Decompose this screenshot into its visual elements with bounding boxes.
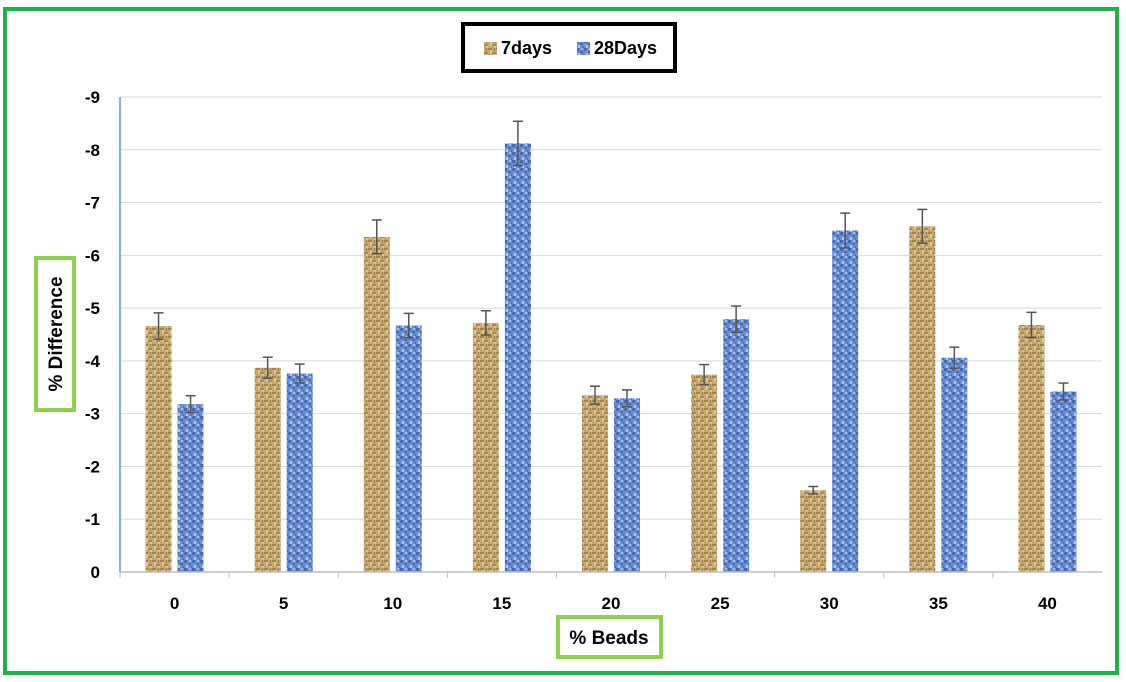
- bar-28Days-20: [614, 398, 640, 572]
- gridlines: [120, 96, 1102, 520]
- bars: [145, 143, 1077, 573]
- x-tick-label-5: 5: [279, 594, 288, 613]
- chart-frame: [3, 7, 1119, 675]
- y-tick-label-8: -8: [85, 141, 100, 160]
- error-bar-7days-10: [371, 219, 382, 255]
- y-axis-title-text: % Difference: [46, 276, 67, 391]
- error-bar-7days-35: [917, 208, 928, 244]
- bar-28Days-40: [1050, 391, 1077, 572]
- x-tick-label-25: 25: [711, 594, 730, 613]
- x-tick-label-40: 40: [1038, 594, 1057, 613]
- bar-28Days-25: [723, 319, 750, 572]
- y-axis-ticks: 0 -1 -2 -3 -4 -5 -6 -7 -8 -9: [85, 88, 101, 582]
- bar-7days-25: [691, 374, 718, 572]
- x-axis-title: % Beads: [556, 615, 663, 659]
- legend-swatch-7days: [484, 42, 497, 55]
- x-tick-label-10: 10: [383, 594, 402, 613]
- x-tick-label-20: 20: [602, 594, 621, 613]
- x-tick-label-0: 0: [170, 594, 179, 613]
- bar-7days-40: [1018, 325, 1045, 572]
- bar-7days-10: [363, 236, 390, 572]
- error-bar-28Days-40: [1058, 382, 1069, 401]
- bar-28Days-35: [941, 357, 968, 572]
- error-bar-28Days-30: [840, 212, 851, 249]
- bar-28Days-5: [286, 373, 313, 572]
- x-axis-ticks: 0 5 10 15 20 25 30 35 40: [119, 572, 1057, 613]
- error-bar-28Days-15: [512, 120, 523, 167]
- y-tick-label-2: -2: [85, 457, 100, 476]
- bar-7days-35: [909, 226, 936, 573]
- bar-7days-15: [472, 322, 499, 572]
- y-tick-label-4: -4: [85, 352, 101, 371]
- y-tick-label-7: -7: [85, 194, 100, 213]
- bar-7days-5: [254, 367, 281, 572]
- bar-28Days-30: [832, 230, 859, 572]
- y-tick-label-5: -5: [85, 299, 100, 318]
- error-bar-7days-25: [699, 363, 710, 386]
- error-bar-28Days-20: [622, 389, 632, 408]
- error-bar-7days-15: [480, 310, 491, 336]
- error-bar-7days-5: [262, 356, 273, 380]
- bar-7days-30: [800, 490, 827, 572]
- x-tick-label-35: 35: [929, 594, 948, 613]
- bar-28Days-0: [177, 404, 204, 572]
- error-bar-7days-0: [153, 312, 164, 340]
- error-bar-28Days-25: [731, 305, 742, 334]
- error-bar-28Days-35: [949, 346, 960, 370]
- x-tick-label-30: 30: [820, 594, 839, 613]
- legend-label-7days: 7days: [501, 38, 552, 58]
- x-axis-title-box: [556, 615, 663, 659]
- y-axis-title: % Difference: [34, 256, 76, 412]
- bar-28Days-10: [395, 325, 422, 572]
- y-tick-label-9: -9: [85, 88, 100, 107]
- legend-swatch-28days: [577, 42, 590, 55]
- error-bar-28Days-5: [294, 363, 305, 384]
- error-bar-7days-20: [590, 385, 600, 405]
- bar-28Days-15: [504, 143, 531, 572]
- bar-7days-0: [145, 326, 172, 572]
- error-bar-7days-40: [1026, 311, 1037, 339]
- error-bar-28Days-10: [403, 312, 414, 339]
- legend-box: [461, 22, 677, 73]
- y-tick-label-0: 0: [91, 563, 100, 582]
- y-tick-label-1: -1: [85, 510, 100, 529]
- x-axis-title-text: % Beads: [569, 628, 648, 649]
- y-tick-label-6: -6: [85, 246, 100, 265]
- y-tick-label-3: -3: [85, 405, 100, 424]
- error-bars: [153, 120, 1069, 495]
- legend: 7days 28Days: [461, 22, 677, 73]
- x-tick-label-15: 15: [492, 594, 511, 613]
- error-bar-7days-30: [808, 485, 819, 495]
- legend-label-28days: 28Days: [594, 38, 657, 58]
- y-axis-title-box: [34, 256, 76, 412]
- bar-7days-20: [582, 395, 608, 572]
- error-bar-28Days-0: [185, 394, 196, 414]
